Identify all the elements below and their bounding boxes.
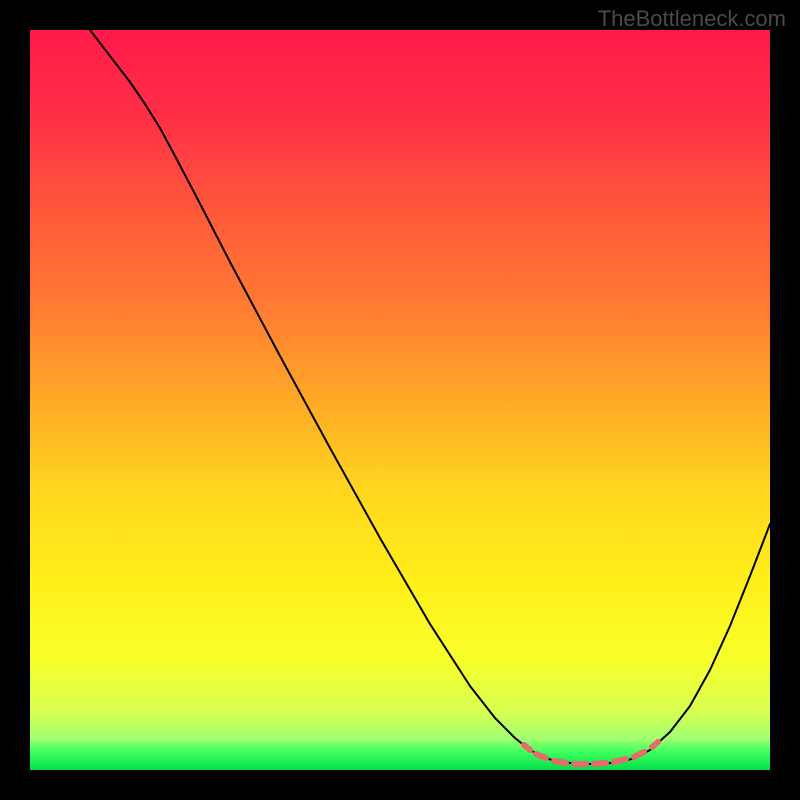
watermark-text: TheBottleneck.com [598, 6, 786, 32]
plot-area [30, 30, 770, 770]
gradient-background [30, 30, 770, 770]
chart-svg [30, 30, 770, 770]
